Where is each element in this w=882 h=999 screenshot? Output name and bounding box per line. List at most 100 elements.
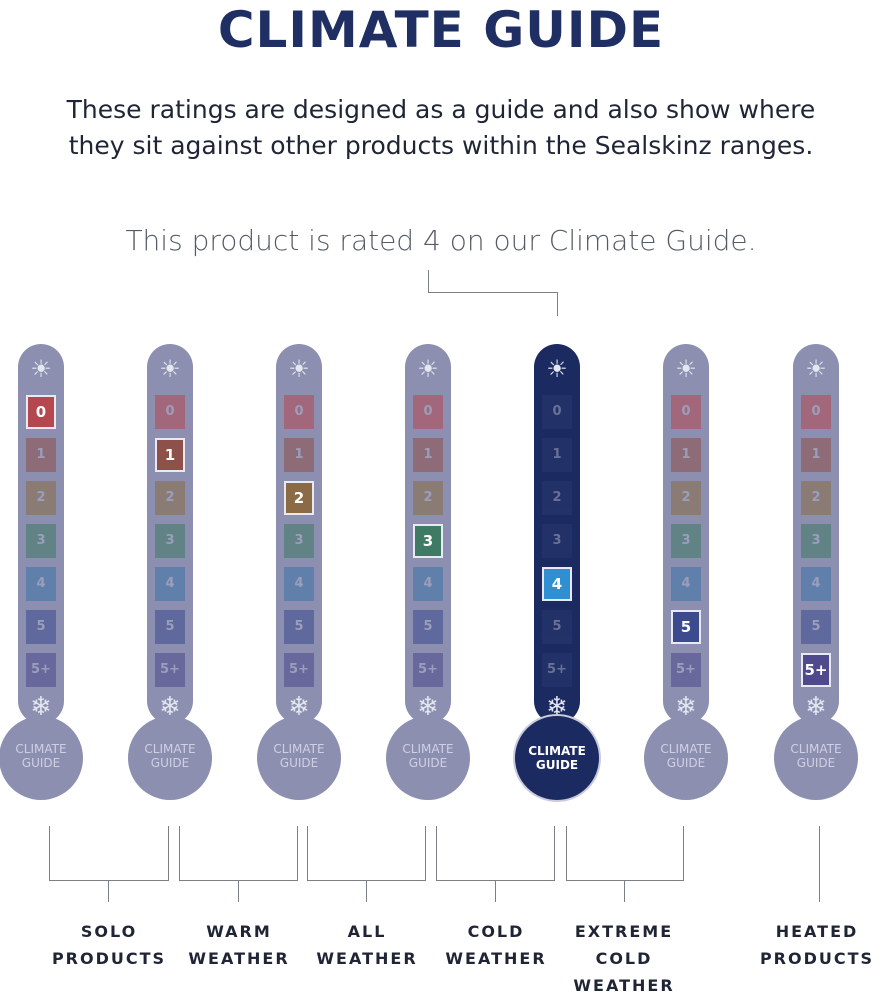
- thermometer-6: ☀ 0 1 2 3 4 5 5+ ❄: [793, 344, 839, 724]
- rating-cell: 3: [542, 524, 572, 558]
- climate-guide-bulb: CLIMATE GUIDE: [257, 716, 341, 800]
- intro-line-1: These ratings are designed as a guide an…: [66, 95, 816, 124]
- rating-cell: 1: [801, 438, 831, 472]
- category-bracket: [624, 880, 625, 902]
- thermometer-3: ☀ 0 1 2 3 4 5 5+ ❄: [405, 344, 451, 724]
- rating-cell: 5+: [671, 653, 701, 687]
- climate-guide-bulb: CLIMATE GUIDE: [513, 714, 601, 802]
- rating-cell: 1: [413, 438, 443, 472]
- bulb-label-line1: CLIMATE: [528, 744, 586, 758]
- rating-cell: 2: [26, 481, 56, 515]
- bulb-label-line1: CLIMATE: [402, 742, 454, 756]
- rating-cell: 0: [155, 395, 185, 429]
- rating-cell-active: 5+: [801, 653, 831, 687]
- category-bracket: [307, 826, 308, 880]
- rating-cell: 5+: [413, 653, 443, 687]
- sun-icon: ☀: [288, 355, 310, 383]
- rating-cell-active: 5: [671, 610, 701, 644]
- rating-cell: 4: [155, 567, 185, 601]
- bulb-label-line2: GUIDE: [535, 758, 579, 772]
- rating-cell: 5+: [284, 653, 314, 687]
- rating-cell: 3: [26, 524, 56, 558]
- rating-cell: 2: [542, 481, 572, 515]
- category-bracket: [49, 826, 50, 880]
- rating-cell: 4: [671, 567, 701, 601]
- thermometer-4: ☀ 0 1 2 3 4 5 5+ ❄: [534, 344, 580, 724]
- sun-icon: ☀: [546, 355, 568, 383]
- thermometer-5: ☀ 0 1 2 3 4 5 5+ ❄: [663, 344, 709, 724]
- rating-cell: 3: [801, 524, 831, 558]
- sun-icon: ☀: [675, 355, 697, 383]
- sun-icon: ☀: [417, 355, 439, 383]
- rating-cell-active: 2: [284, 481, 314, 515]
- rating-cell: 0: [542, 395, 572, 429]
- rating-cell: 3: [284, 524, 314, 558]
- category-warm-weather: WARM WEATHER: [188, 922, 290, 968]
- rating-cell: 5: [542, 610, 572, 644]
- category-extreme-cold-weather: EXTREME COLD WEATHER: [573, 922, 675, 995]
- product-rating-text: This product is rated 4 on our Climate G…: [125, 224, 757, 257]
- intro-text: These ratings are designed as a guide an…: [0, 92, 882, 164]
- snowflake-icon: ❄: [30, 692, 52, 722]
- bulb-label-line2: GUIDE: [796, 756, 836, 770]
- thermometer-2: ☀ 0 1 2 3 4 5 5+ ❄: [276, 344, 322, 724]
- climate-guide-bulb: CLIMATE GUIDE: [128, 716, 212, 800]
- category-bracket: [49, 880, 169, 881]
- category-bracket: [425, 826, 426, 880]
- category-bracket: [108, 880, 109, 902]
- rating-cell: 5: [155, 610, 185, 644]
- snowflake-icon: ❄: [288, 692, 310, 722]
- rating-cell: 1: [284, 438, 314, 472]
- bulb-label-line2: GUIDE: [21, 756, 61, 770]
- rating-cell: 4: [26, 567, 56, 601]
- bulb-label-line2: GUIDE: [408, 756, 448, 770]
- snowflake-icon: ❄: [159, 692, 181, 722]
- rating-cell: 5+: [155, 653, 185, 687]
- rating-cell: 5+: [542, 653, 572, 687]
- category-solo-products: SOLO PRODUCTS: [51, 922, 167, 968]
- climate-guide-bulb: CLIMATE GUIDE: [644, 716, 728, 800]
- rating-cell: 4: [284, 567, 314, 601]
- rating-cell: 1: [542, 438, 572, 472]
- bulb-label-line2: GUIDE: [150, 756, 190, 770]
- rating-connector: [557, 292, 558, 316]
- category-bracket: [554, 826, 555, 880]
- rating-cell: 0: [413, 395, 443, 429]
- rating-cell-active: 1: [155, 438, 185, 472]
- rating-connector: [428, 292, 558, 293]
- snowflake-icon: ❄: [675, 692, 697, 722]
- rating-connector: [428, 270, 429, 292]
- rating-cell: 3: [155, 524, 185, 558]
- category-bracket: [238, 880, 239, 902]
- thermometer-0: ☀ 0 1 2 3 4 5 5+ ❄: [18, 344, 64, 724]
- category-all-weather: ALL WEATHER: [316, 922, 418, 968]
- rating-cell: 5+: [26, 653, 56, 687]
- thermometer-1: ☀ 0 1 2 3 4 5 5+ ❄: [147, 344, 193, 724]
- category-bracket: [297, 826, 298, 880]
- category-heated-products: HEATED PRODUCTS: [759, 922, 875, 968]
- page-title: CLIMATE GUIDE: [217, 1, 665, 59]
- bulb-label-line1: CLIMATE: [144, 742, 196, 756]
- climate-guide-bulb: CLIMATE GUIDE: [0, 716, 83, 800]
- rating-cell: 5: [801, 610, 831, 644]
- rating-cell-active: 3: [413, 524, 443, 558]
- rating-cell: 4: [801, 567, 831, 601]
- rating-cell: 2: [413, 481, 443, 515]
- rating-cell: 1: [671, 438, 701, 472]
- rating-cell: 2: [801, 481, 831, 515]
- bulb-label-line1: CLIMATE: [660, 742, 712, 756]
- sun-icon: ☀: [30, 355, 52, 383]
- rating-cell: 3: [671, 524, 701, 558]
- climate-guide-bulb: CLIMATE GUIDE: [774, 716, 858, 800]
- rating-cell-active: 0: [26, 395, 56, 429]
- category-bracket: [566, 880, 684, 881]
- intro-line-2: they sit against other products within t…: [68, 131, 814, 160]
- sun-icon: ☀: [805, 355, 827, 383]
- snowflake-icon: ❄: [417, 692, 439, 722]
- category-bracket: [683, 826, 684, 880]
- rating-cell: 0: [801, 395, 831, 429]
- rating-cell: 2: [155, 481, 185, 515]
- climate-guide-bulb: CLIMATE GUIDE: [386, 716, 470, 800]
- rating-cell: 2: [671, 481, 701, 515]
- bulb-label-line1: CLIMATE: [273, 742, 325, 756]
